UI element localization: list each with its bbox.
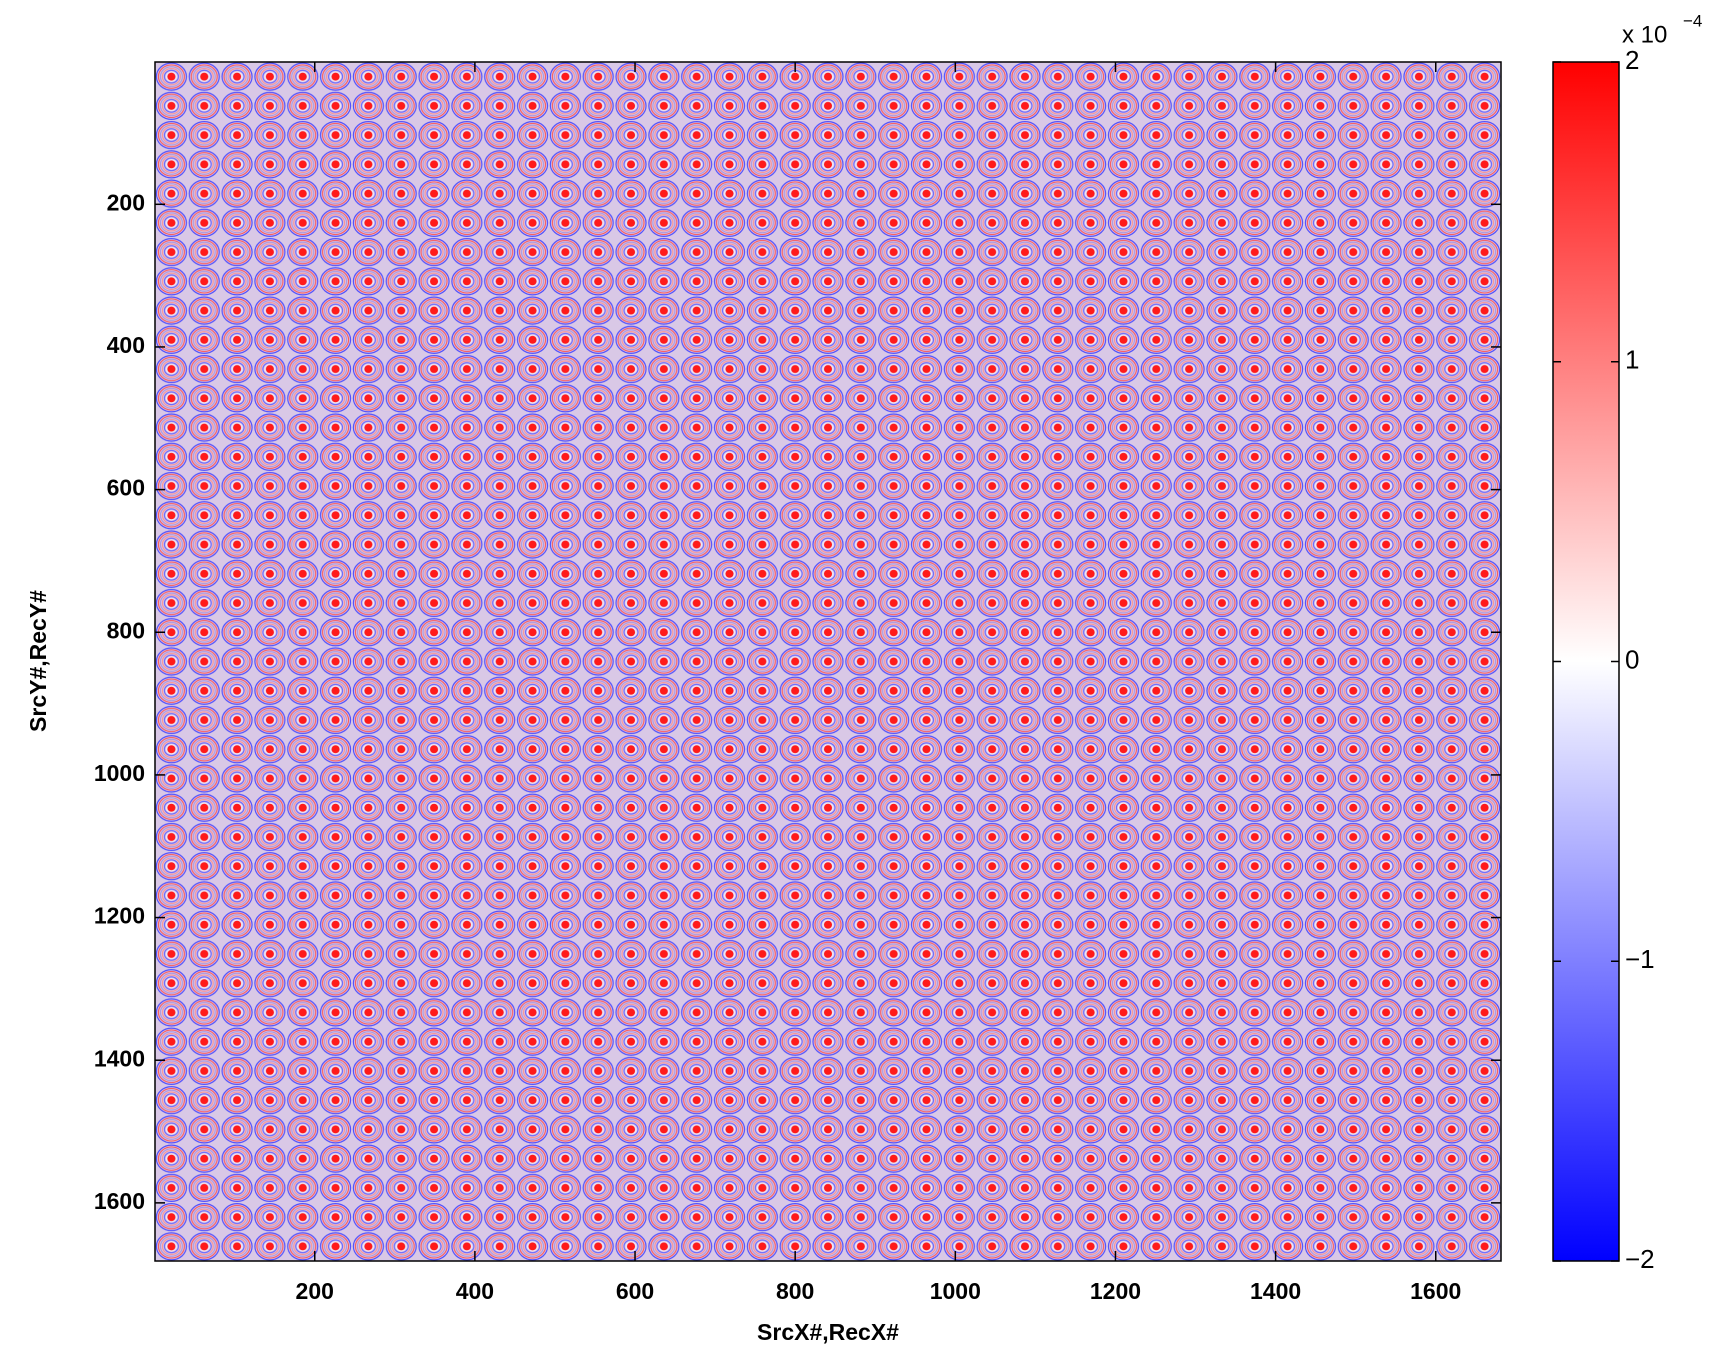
y-tick-label: 1200 [94,903,145,929]
y-axis-label: SrcY#,RecY# [25,590,51,732]
colorbar [1552,61,1620,1262]
colorbar-tick-label: −1 [1625,944,1655,974]
x-tick-label: 600 [616,1278,654,1304]
y-tick-label: 400 [107,332,145,358]
colorbar-tick-label: −2 [1625,1244,1655,1274]
x-tick-label: 1200 [1090,1278,1141,1304]
y-tick-label: 1000 [94,760,145,786]
x-tick-label: 800 [776,1278,814,1304]
y-tick-label: 1400 [94,1045,145,1071]
x-tick-label: 1400 [1250,1278,1301,1304]
heatmap-image [155,62,1501,1261]
y-tick-label: 800 [107,617,145,643]
x-tick-label: 200 [296,1278,334,1304]
colorbar-tick-label: 2 [1625,45,1639,75]
y-tick-label: 600 [107,475,145,501]
colorbar-exponent: −4 [1683,11,1702,30]
x-axis-label: SrcX#,RecX# [757,1319,899,1345]
plot-frame [154,61,1502,1262]
colorbar-tick-label: 1 [1625,345,1639,375]
y-tick-label: 200 [107,189,145,215]
y-tick-label: 1600 [94,1188,145,1214]
colorbar-scale: x 10 [1622,21,1667,48]
x-tick-label: 1000 [930,1278,981,1304]
x-tick-label: 1600 [1410,1278,1461,1304]
colorbar-tick-label: 0 [1625,644,1639,674]
x-tick-label: 400 [456,1278,494,1304]
